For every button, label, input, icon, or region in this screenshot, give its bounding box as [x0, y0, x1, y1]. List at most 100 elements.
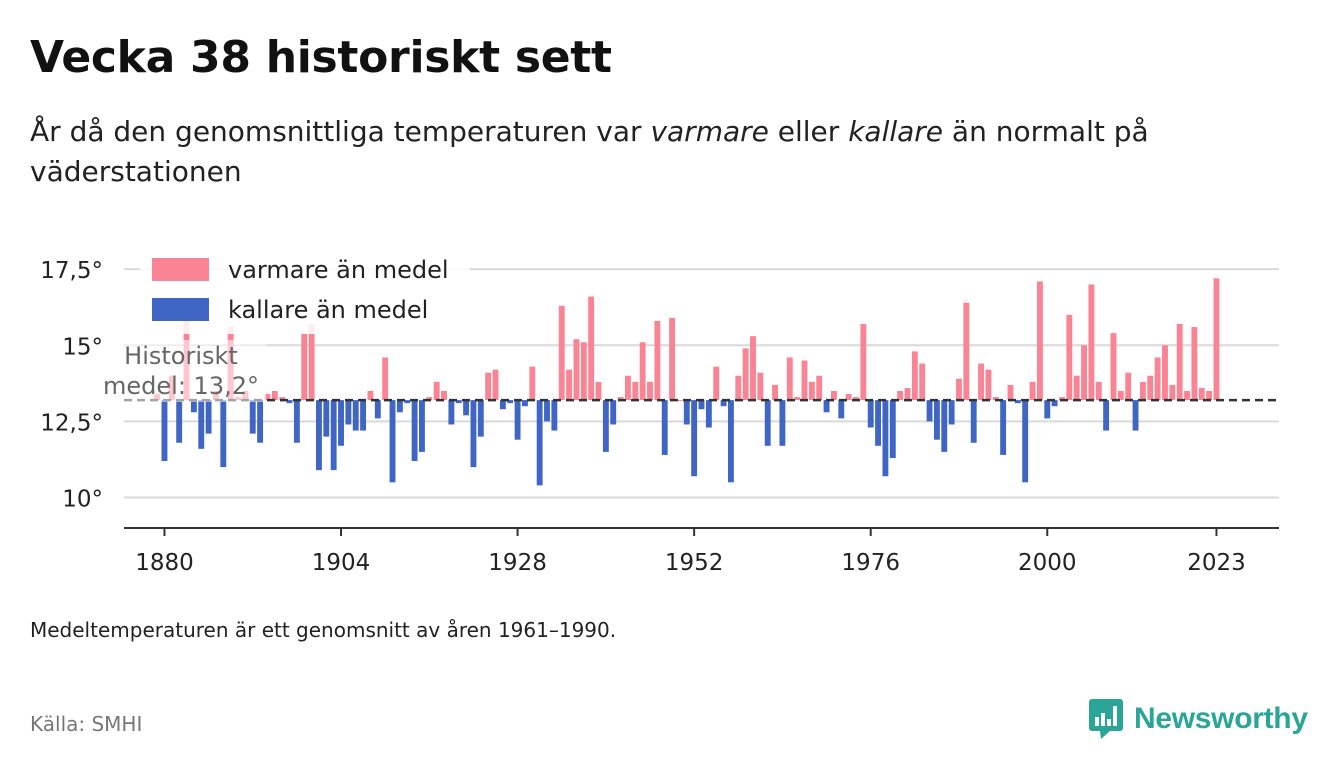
- bar-warmer: [624, 375, 631, 401]
- bar-colder: [411, 400, 418, 462]
- x-tick-label: 1904: [312, 550, 371, 576]
- bar-warmer: [1066, 314, 1073, 401]
- bar-warmer: [654, 320, 661, 401]
- bar-colder: [933, 400, 940, 440]
- bar-warmer: [904, 387, 911, 401]
- bar-warmer: [808, 381, 815, 401]
- bar-colder: [727, 400, 734, 483]
- bar-colder: [1051, 400, 1058, 407]
- bar-colder: [470, 400, 477, 468]
- bar-colder: [330, 400, 337, 471]
- bar-warmer: [845, 394, 852, 401]
- bar-warmer: [1147, 375, 1154, 401]
- bar-warmer: [1095, 381, 1102, 401]
- bar-colder: [970, 400, 977, 443]
- bar-colder: [602, 400, 609, 452]
- bar-warmer: [853, 397, 859, 401]
- x-tick-label: 2000: [1018, 550, 1077, 576]
- bar-warmer: [735, 375, 742, 401]
- mean-label: Historiskt: [124, 342, 238, 370]
- bar-colder: [941, 400, 948, 452]
- subtitle-cold-word: kallare: [848, 115, 944, 148]
- chart-subtitle: År då den genomsnittliga temperaturen va…: [30, 112, 1310, 192]
- bar-warmer: [919, 363, 926, 401]
- y-tick-label: 12,5°: [40, 410, 103, 436]
- bar-colder: [360, 400, 367, 431]
- x-tick-label: 1880: [135, 550, 194, 576]
- bar-warmer: [367, 390, 374, 401]
- bar-colder: [948, 400, 955, 425]
- bar-warmer: [992, 397, 999, 401]
- bar-colder: [521, 400, 528, 407]
- bar-colder: [779, 400, 786, 446]
- bar-warmer: [963, 302, 970, 401]
- bar-colder: [610, 400, 617, 425]
- bar-warmer: [1154, 357, 1161, 401]
- mean-label-background: [108, 340, 266, 402]
- bar-warmer: [1139, 381, 1146, 401]
- bar-warmer: [566, 369, 573, 401]
- y-tick-label: 17,5°: [40, 258, 103, 284]
- bar-warmer: [382, 357, 389, 401]
- bar-warmer: [757, 372, 764, 401]
- bar-warmer: [801, 360, 808, 401]
- bar-warmer: [1125, 372, 1132, 401]
- bar-colder: [352, 400, 359, 431]
- x-tick-label: 2023: [1187, 550, 1246, 576]
- bar-warmer: [897, 390, 904, 401]
- newsworthy-logo-icon: [1089, 699, 1123, 739]
- bar-colder: [293, 400, 300, 443]
- brand-logo[interactable]: Newsworthy: [1088, 697, 1308, 741]
- bar-warmer: [264, 394, 271, 401]
- bar-colder: [161, 400, 168, 462]
- bar-warmer: [860, 323, 867, 401]
- bar-warmer: [632, 381, 639, 401]
- bar-colder: [698, 400, 705, 410]
- bar-warmer: [978, 363, 984, 401]
- bar-colder: [838, 400, 845, 419]
- bar-warmer: [1213, 278, 1220, 401]
- bar-colder: [316, 400, 322, 471]
- bar-colder: [507, 400, 514, 404]
- bar-colder: [661, 400, 668, 455]
- bar-colder: [220, 400, 227, 468]
- bar-colder: [404, 400, 411, 404]
- bar-colder: [190, 400, 197, 413]
- bar-colder: [257, 400, 264, 443]
- bar-colder: [1103, 400, 1110, 431]
- bar-colder: [477, 400, 484, 437]
- brand-name: Newsworthy: [1134, 702, 1308, 735]
- bar-warmer: [830, 390, 837, 401]
- bar-warmer: [558, 305, 565, 401]
- temperature-bar-chart: 10° 12,5° 15° 17,5° 1880 1904 1928 1952 1976 2000…: [40, 256, 1279, 576]
- bar-warmer: [1059, 397, 1065, 401]
- bar-warmer: [595, 381, 602, 401]
- bar-warmer: [573, 339, 580, 401]
- bar-warmer: [956, 378, 962, 401]
- bar-warmer: [794, 397, 801, 401]
- x-tick-label: 1952: [665, 550, 724, 576]
- bar-colder: [389, 400, 396, 483]
- bar-colder: [455, 400, 462, 404]
- bar-colder: [249, 400, 256, 434]
- bar-warmer: [1036, 281, 1043, 401]
- bar-warmer: [639, 342, 646, 401]
- bar-warmer: [1117, 390, 1124, 401]
- bar-warmer: [742, 348, 749, 401]
- bar-warmer: [911, 351, 918, 401]
- bar-colder: [499, 400, 506, 410]
- bar-warmer: [308, 323, 315, 401]
- bar-colder: [338, 400, 344, 446]
- bar-warmer: [647, 381, 653, 401]
- bar-warmer: [786, 357, 793, 401]
- x-tick-label: 1976: [841, 550, 900, 576]
- bar-colder: [683, 400, 690, 425]
- bar-warmer: [1169, 384, 1176, 401]
- bar-warmer: [1184, 390, 1190, 401]
- bar-warmer: [1081, 345, 1087, 401]
- bar-warmer: [441, 390, 447, 401]
- bar-colder: [1000, 400, 1007, 455]
- bar-colder: [705, 400, 712, 428]
- bar-colder: [286, 400, 293, 404]
- subtitle-text-mid: eller: [768, 115, 849, 148]
